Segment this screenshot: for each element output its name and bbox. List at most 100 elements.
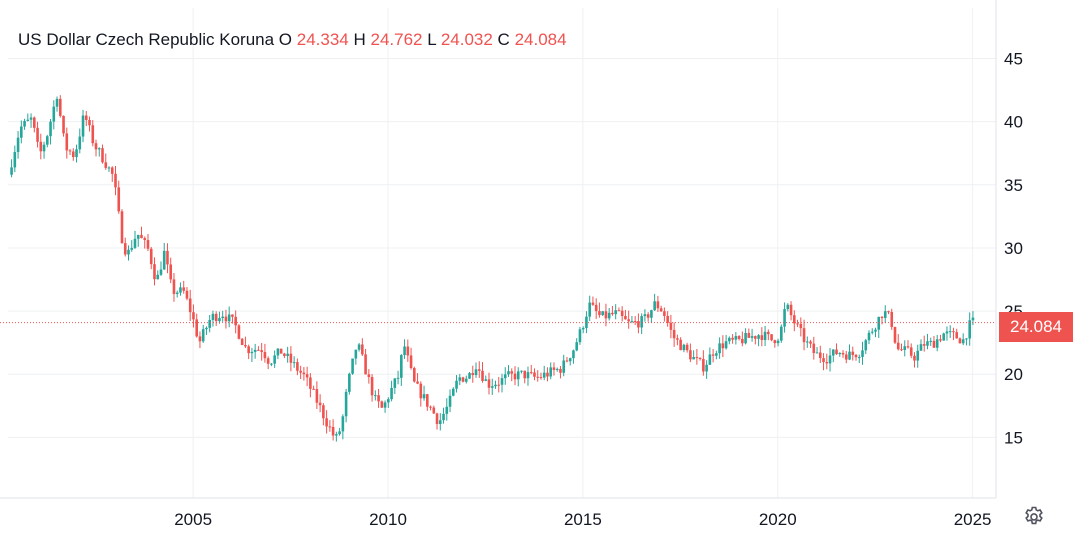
candle-body	[614, 310, 617, 315]
candle-body	[935, 339, 939, 348]
candle-body	[276, 348, 280, 356]
candle-body	[497, 384, 501, 386]
gear-icon[interactable]	[1022, 505, 1046, 529]
candle-body	[114, 173, 117, 188]
candle-body	[127, 249, 130, 255]
candle-body	[461, 377, 465, 382]
candle-body	[848, 351, 851, 360]
candle-body	[84, 115, 88, 120]
candle-body	[29, 117, 33, 120]
candle-body	[20, 126, 23, 138]
candle-body	[234, 316, 237, 326]
x-tick-label: 2010	[369, 510, 407, 529]
candle-body	[468, 373, 471, 379]
candle-body	[42, 144, 46, 152]
candle-body	[520, 370, 523, 372]
candle-body	[231, 314, 234, 317]
candle-body	[364, 354, 367, 375]
candle-body	[179, 287, 182, 293]
candle-body	[500, 378, 504, 385]
candle-body	[325, 418, 328, 427]
candle-body	[159, 269, 163, 275]
candle-body	[474, 369, 478, 376]
candle-body	[594, 304, 598, 312]
candle-body	[637, 321, 640, 328]
candle-body	[322, 405, 325, 419]
candle-body	[292, 362, 296, 364]
candle-body	[16, 137, 20, 153]
candle-body	[312, 388, 315, 390]
candle-body	[922, 344, 926, 346]
candle-body	[763, 331, 767, 340]
candle-body	[484, 379, 488, 381]
candle-body	[490, 386, 494, 388]
candle-body	[250, 351, 254, 354]
candle-body	[611, 312, 614, 315]
candle-body	[318, 402, 322, 406]
candle-body	[110, 167, 114, 174]
candle-body	[715, 353, 718, 356]
candle-body	[510, 371, 514, 374]
candle-body	[630, 321, 634, 323]
close-label: C	[497, 30, 510, 49]
candle-body	[812, 343, 816, 354]
candle-body	[624, 316, 627, 320]
candle-body	[598, 311, 601, 316]
candle-body	[789, 304, 793, 316]
candle-body	[33, 117, 36, 128]
candle-body	[562, 360, 566, 373]
candle-body	[23, 120, 26, 127]
candle-body	[55, 98, 59, 107]
candle-body	[341, 416, 345, 432]
candle-body	[94, 143, 98, 150]
candle-body	[149, 248, 153, 265]
candle-body	[961, 339, 965, 344]
candle-body	[526, 372, 530, 379]
candle-body	[549, 367, 553, 377]
candle-body	[809, 341, 812, 344]
candle-body	[711, 354, 715, 356]
y-tick-label: 15	[1004, 428, 1023, 447]
candle-body	[166, 250, 169, 265]
candle-body	[146, 240, 150, 249]
candle-body	[968, 320, 971, 339]
candle-body	[536, 376, 540, 378]
candle-body	[425, 394, 429, 407]
x-tick-label: 2020	[759, 510, 797, 529]
candle-body	[708, 354, 712, 365]
candle-body	[633, 321, 637, 323]
candle-body	[432, 407, 436, 414]
symbol-name: US Dollar Czech Republic Koruna	[18, 30, 275, 49]
low-label: L	[427, 30, 437, 49]
candle-body	[754, 336, 757, 339]
candle-body	[143, 238, 147, 241]
candle-body	[627, 319, 630, 322]
candle-body	[906, 346, 910, 348]
candle-body	[481, 370, 484, 381]
candle-body	[273, 355, 276, 364]
candle-body	[409, 355, 413, 369]
candle-body	[919, 344, 923, 351]
high-value: 24.762	[370, 30, 423, 49]
candle-body	[663, 311, 666, 316]
candle-body	[503, 374, 507, 379]
candle-body	[552, 367, 556, 370]
candle-body	[900, 349, 903, 351]
candle-body	[867, 332, 871, 341]
candle-body	[390, 387, 393, 400]
candle-body	[240, 338, 244, 346]
open-label: O	[278, 30, 293, 49]
candle-body	[874, 329, 877, 332]
candle-body	[263, 352, 267, 359]
candle-body	[916, 350, 920, 361]
candle-body	[702, 358, 705, 372]
y-tick-label: 20	[1004, 365, 1023, 384]
candle-body	[257, 349, 260, 351]
candle-body	[542, 372, 546, 378]
y-tick-label: 40	[1004, 113, 1023, 132]
candle-body	[656, 301, 660, 309]
candle-body	[169, 264, 173, 280]
candle-body	[58, 98, 62, 116]
